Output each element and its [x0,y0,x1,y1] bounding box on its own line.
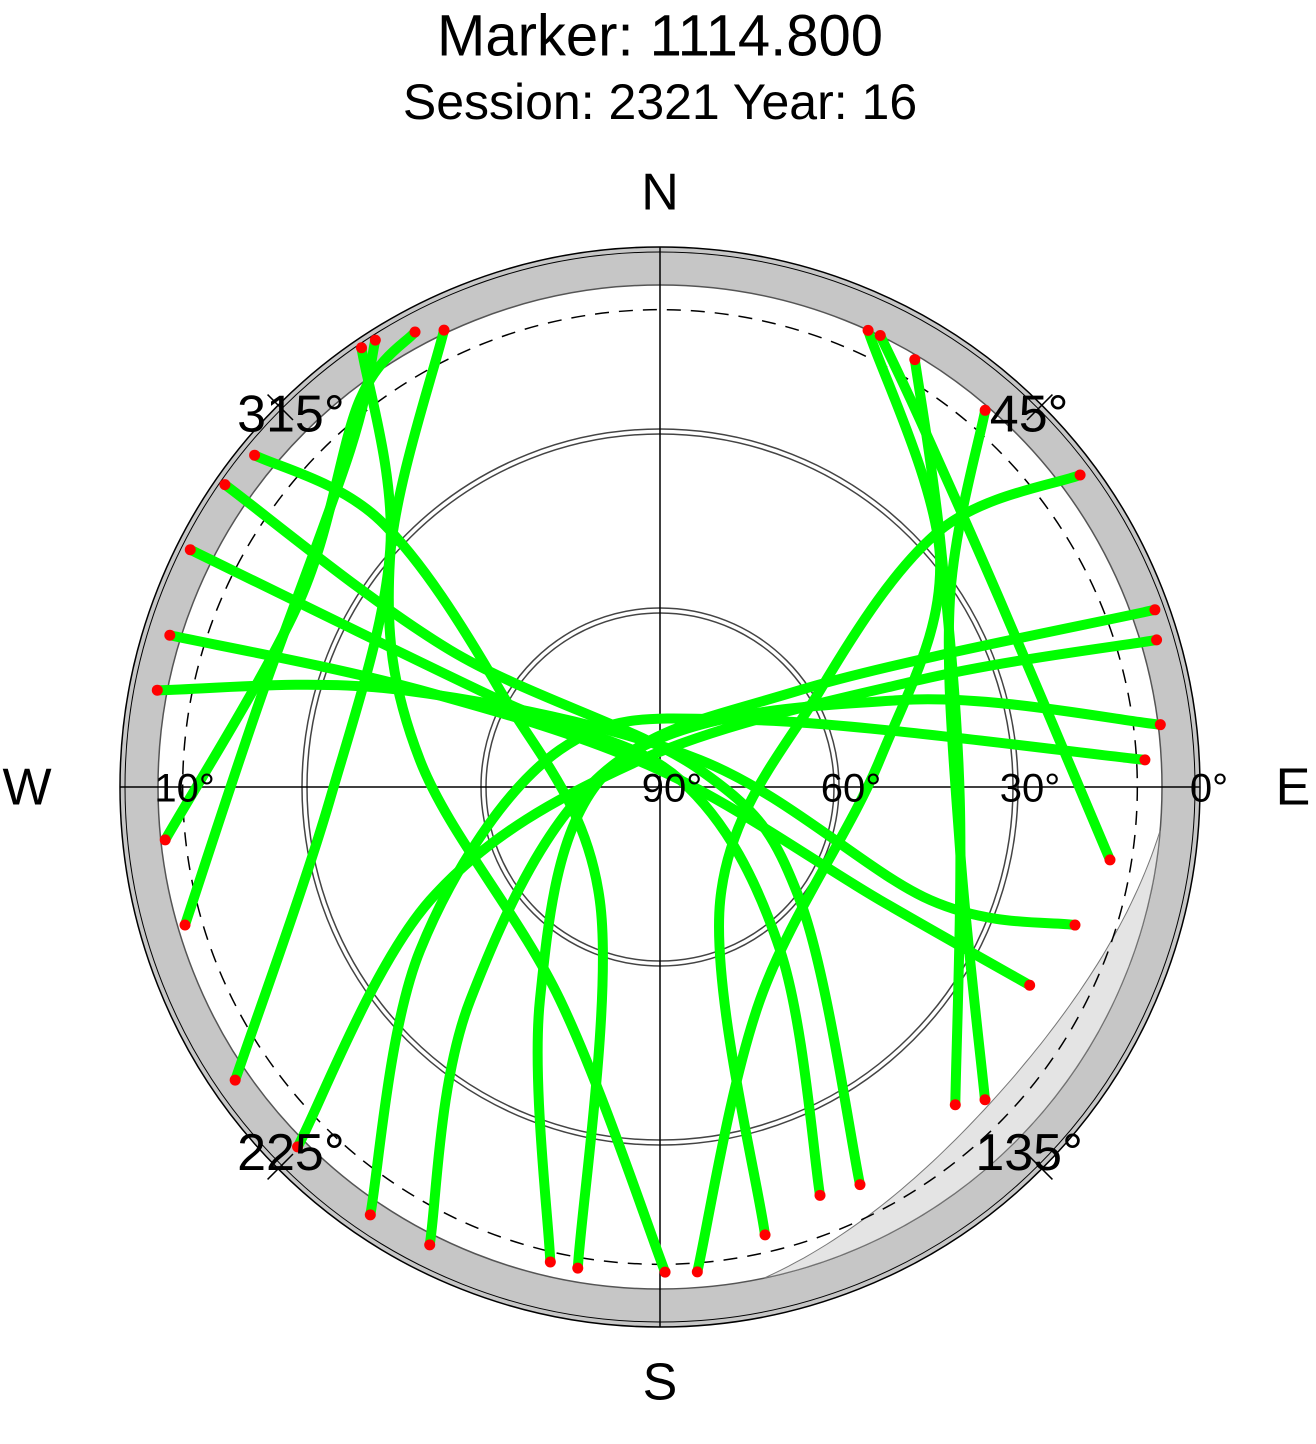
track-end [979,404,991,416]
track-end [164,629,176,641]
track-end [949,1099,961,1111]
track [185,544,825,1201]
a-tick-label: 225° [237,1124,345,1182]
track-end [1149,604,1161,616]
a-tick-label: 135° [975,1124,1083,1182]
track-end [572,1262,584,1274]
track-end [1151,634,1163,646]
r-tick-label: 60° [821,767,882,811]
direction-label: N [641,164,679,222]
track [230,342,396,1086]
track-end [1104,854,1116,866]
track-end [249,449,261,461]
track-end [364,1209,376,1221]
track [365,713,1150,1220]
track-end [862,324,874,336]
track-end [424,1239,436,1251]
track-end [438,324,450,336]
a-tick-label: 315° [237,386,345,444]
direction-label: W [2,759,51,817]
a-tick [1026,1153,1053,1180]
chart-subtitle: Session: 2321 Year: 16 [403,74,917,130]
r-tick-label: 10° [154,767,215,811]
r-tick-label: 90° [642,767,703,811]
a-tick-label: 45° [990,386,1069,444]
track-end [1154,719,1166,731]
track-end [369,334,381,346]
track [164,630,1035,991]
track [692,325,946,1277]
track-end [659,1266,671,1278]
track-end [544,1256,556,1268]
track [180,335,381,930]
track-end [409,326,421,338]
a-tick [1026,394,1053,421]
track-end [151,684,163,696]
a-tick [267,1153,294,1180]
track-end [814,1189,826,1201]
shaded-mask [764,830,1161,1279]
r-tick-label: 0° [1190,767,1228,811]
chart-title: Marker: 1114.800 [437,3,883,68]
track-end [691,1266,703,1278]
track-end [909,354,921,366]
track-end [979,1094,991,1106]
track-end [229,1074,241,1086]
track-end [1139,754,1151,766]
track-end [1074,469,1086,481]
direction-label: S [643,1354,678,1412]
direction-label: E [1276,759,1311,817]
track [219,479,865,1190]
track [875,330,1115,865]
track-end [759,1229,771,1241]
track-end [356,342,368,354]
track-end [854,1179,866,1191]
track [249,450,608,1274]
track-end [184,544,196,556]
track-end [159,834,171,846]
r-tick-label: 30° [1000,767,1061,811]
track-end [874,329,886,341]
track-end [292,1141,304,1153]
track-end [179,919,191,931]
track-end [1069,919,1081,931]
track-end [1024,979,1036,991]
track [532,604,1160,1267]
a-tick [267,394,294,421]
track [383,325,671,1278]
track-end [219,479,231,491]
track [292,634,1162,1152]
